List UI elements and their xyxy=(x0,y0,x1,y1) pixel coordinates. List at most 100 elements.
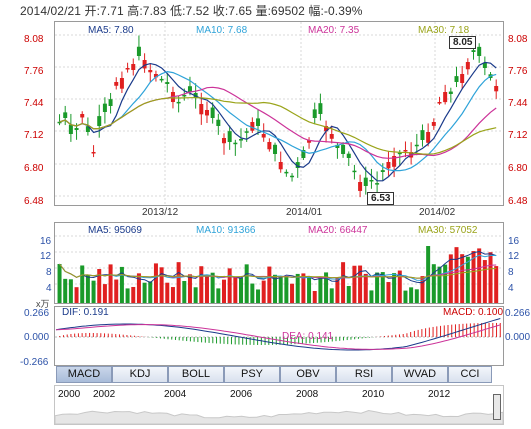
tab-wvad[interactable]: WVAD xyxy=(392,366,448,383)
volume-bar xyxy=(244,264,249,303)
price-chart-panel[interactable] xyxy=(54,21,504,206)
candle-body xyxy=(80,114,85,118)
vol-ytick-left-3: 4 xyxy=(46,283,52,294)
vol-ytick-left-0: 16 xyxy=(40,236,52,247)
volume-bar xyxy=(443,264,448,303)
volume-bar xyxy=(460,254,465,303)
candle-body xyxy=(375,183,380,185)
volume-bar xyxy=(295,273,300,303)
volume-bar xyxy=(97,269,102,303)
candle-body xyxy=(233,142,238,145)
candle-body xyxy=(227,131,232,142)
price-ma20-line xyxy=(59,86,497,159)
dif-label: DIF: 0.191 xyxy=(62,307,109,318)
candle-body xyxy=(358,182,363,191)
price-ma30-label: MA30: 7.18 xyxy=(418,25,470,36)
volume-bar xyxy=(119,266,124,303)
macd-ytick-right-0: 0.266 xyxy=(505,308,531,319)
volume-ma-line-3 xyxy=(59,263,497,279)
timeline-year-0: 2000 xyxy=(58,389,81,400)
candle-body xyxy=(295,162,300,168)
tab-obv[interactable]: OBV xyxy=(280,366,336,383)
candle-body xyxy=(125,68,130,70)
candle-body xyxy=(97,116,102,126)
vol-ma20-label: MA20: 66447 xyxy=(308,225,368,236)
candle-body xyxy=(63,112,68,118)
candle-body xyxy=(460,74,465,83)
volume-bar xyxy=(80,265,85,303)
candle-body xyxy=(131,64,136,71)
tab-macd[interactable]: MACD xyxy=(56,366,112,383)
price-ma5-line xyxy=(59,61,497,182)
price-ma20-label: MA20: 7.35 xyxy=(308,25,360,36)
volume-bar xyxy=(454,247,459,303)
vol-ma30-label: MA30: 57052 xyxy=(418,225,478,236)
volume-bar xyxy=(108,264,113,303)
volume-bar xyxy=(375,272,380,303)
candle-body xyxy=(341,144,346,154)
volume-bar xyxy=(57,263,62,303)
volume-bar xyxy=(261,280,266,303)
volume-bar xyxy=(409,287,414,303)
volume-bar xyxy=(204,275,209,303)
tab-boll[interactable]: BOLL xyxy=(168,366,224,383)
volume-bar xyxy=(369,290,374,303)
volume-bar xyxy=(273,274,278,303)
macd-chart-panel[interactable] xyxy=(54,306,504,366)
volume-bar xyxy=(465,256,470,303)
volume-bar xyxy=(290,283,295,303)
price-ytick-right-4: 6.80 xyxy=(508,163,528,174)
candle-body xyxy=(414,144,419,147)
quote-date: 2014/02/21 xyxy=(20,4,82,18)
timeline-navigator[interactable] xyxy=(54,385,504,425)
volume-bar xyxy=(363,273,368,303)
volume-bar xyxy=(193,287,198,303)
candle-body xyxy=(108,99,113,106)
price-ytick-left-0: 8.08 xyxy=(24,34,44,45)
candle-body xyxy=(312,109,317,118)
tab-cci[interactable]: CCI xyxy=(448,366,492,383)
timeline-area xyxy=(55,409,503,424)
volume-bar xyxy=(420,276,425,303)
volume-bar xyxy=(335,278,340,303)
tab-rsi[interactable]: RSI xyxy=(336,366,392,383)
volume-bar xyxy=(131,286,136,303)
tab-kdj[interactable]: KDJ xyxy=(112,366,168,383)
volume-bar xyxy=(85,274,90,303)
volume-bar xyxy=(346,285,351,303)
candle-body xyxy=(369,179,374,182)
candle-body xyxy=(420,130,425,140)
volume-bar xyxy=(477,248,482,303)
volume-bar xyxy=(312,290,317,303)
volume-bar xyxy=(284,276,289,303)
timeline-range-handle[interactable] xyxy=(493,394,501,420)
vol-ytick-left-1: 12 xyxy=(40,251,52,262)
tab-psy[interactable]: PSY xyxy=(224,366,280,383)
volume-bar xyxy=(471,251,476,303)
price-ma30-line xyxy=(59,97,497,155)
candle-body xyxy=(278,162,283,170)
volume-bar xyxy=(136,273,141,303)
high-price-callout: 8.05 xyxy=(449,36,477,49)
volume-bar xyxy=(74,287,79,303)
open-value: 7.71 xyxy=(100,4,124,18)
volume-bar xyxy=(448,254,453,303)
volume-value: 69502 xyxy=(271,4,305,18)
volume-bar xyxy=(426,246,431,303)
close-label: 收: xyxy=(212,4,229,18)
macd-ytick-left-1: 0.000 xyxy=(24,332,50,343)
volume-bar xyxy=(182,280,187,303)
volume-bar xyxy=(170,287,175,303)
price-ytick-right-0: 8.08 xyxy=(508,34,528,45)
candle-body xyxy=(250,122,255,131)
volume-bar xyxy=(114,279,119,303)
candle-body xyxy=(482,62,487,68)
timeline-overview-chart xyxy=(55,409,503,424)
macd-ytick-left-2: -0.266 xyxy=(20,357,49,368)
candle-body xyxy=(74,128,79,130)
volume-chart-panel[interactable] xyxy=(54,222,504,304)
candle-body xyxy=(210,107,215,118)
candlestick-chart xyxy=(55,22,503,205)
candle-body xyxy=(318,103,323,114)
timeline-year-4: 2008 xyxy=(296,389,319,400)
